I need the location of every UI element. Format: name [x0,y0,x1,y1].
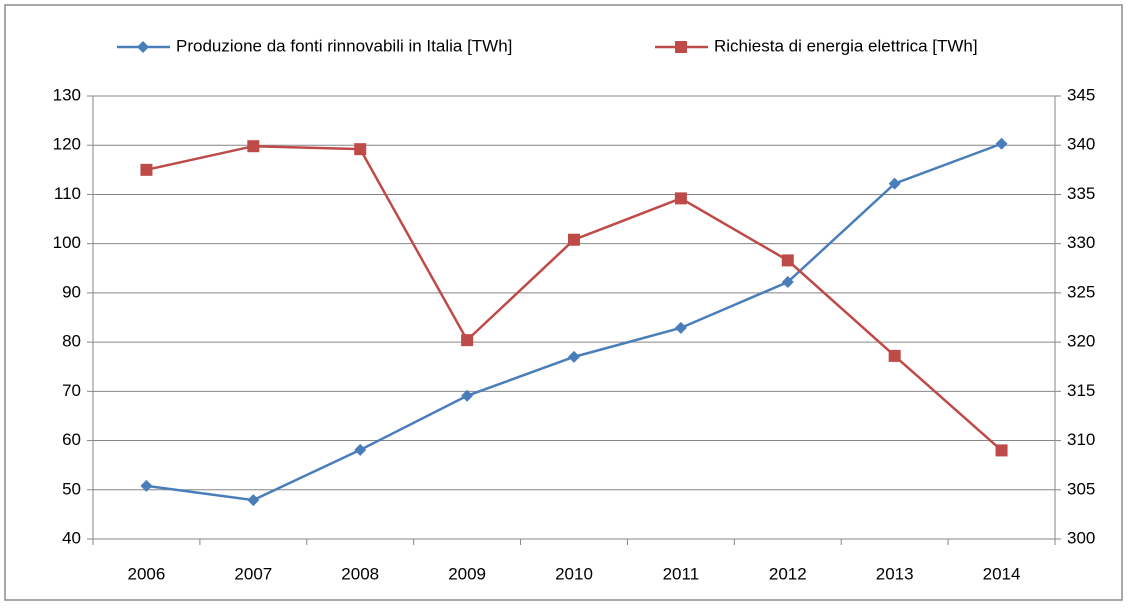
point [461,389,474,402]
y2-tick-label: 315 [1067,381,1095,400]
y2-tick-label: 325 [1067,282,1095,301]
y2-tick-label: 335 [1067,184,1095,203]
point [995,137,1008,150]
legend-marker [137,41,149,53]
y2-tick-label: 300 [1067,528,1095,547]
point [568,233,580,246]
point [247,140,260,153]
y-tick-label: 110 [54,184,81,203]
y2-tick-label: 320 [1067,332,1095,351]
y-tick-label: 60 [62,430,81,449]
x-tick-label: 2012 [769,564,807,583]
legend-label: Produzione da fonti rinnovabili in Itali… [176,36,512,55]
y2-tick-label: 345 [1067,85,1095,104]
point [568,350,580,363]
x-tick-label: 2010 [555,564,593,583]
point [354,443,367,456]
point [995,444,1008,457]
y-tick-label: 120 [53,135,81,154]
y-tick-label: 90 [62,282,81,301]
x-tick-label: 2011 [663,564,700,583]
x-tick-label: 2008 [341,564,379,583]
y-tick-label: 40 [62,528,81,547]
chart-border [4,4,1123,601]
y-tick-label: 50 [62,479,81,498]
x-tick-label: 2007 [234,564,272,583]
x-tick-label: 2009 [448,564,486,583]
y2-tick-label: 305 [1067,479,1095,498]
x-tick-label: 2014 [983,564,1021,583]
point [354,143,367,156]
y-tick-label: 70 [62,381,81,400]
point [247,494,260,507]
y-tick-label: 100 [53,233,81,252]
point [674,321,687,334]
point [781,276,794,289]
legend-label: Richiesta di energia elettrica [TWh] [714,36,978,55]
y2-tick-label: 330 [1067,233,1095,252]
x-tick-label: 2013 [876,564,914,583]
y-tick-label: 80 [62,332,81,351]
point [461,334,474,347]
point [140,479,153,492]
point [888,177,901,190]
point [674,192,687,205]
point [781,254,794,267]
y2-tick-label: 310 [1067,430,1095,449]
point [140,163,153,176]
x-tick-label: 2006 [128,564,166,583]
legend-marker [675,41,687,53]
y-tick-label: 130 [53,85,81,104]
point [888,349,901,362]
y2-tick-label: 340 [1067,135,1095,154]
